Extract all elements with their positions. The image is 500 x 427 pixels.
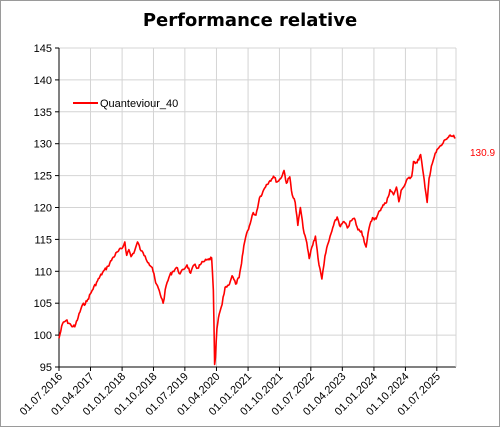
y-tick-label: 145 xyxy=(34,43,52,55)
end-value-label: 130.9 xyxy=(470,148,495,159)
y-tick-label: 100 xyxy=(34,330,52,342)
y-tick-label: 115 xyxy=(34,234,52,246)
y-tick-label: 135 xyxy=(34,107,52,119)
y-tick-label: 105 xyxy=(34,298,52,310)
x-tick-labels: 01.07.201601.04.201701.01.201801.10.2018… xyxy=(18,371,443,418)
y-tick-label: 130 xyxy=(34,139,52,151)
y-tick-labels: 95 100 105 110 115 120 125 130 135 140 145 xyxy=(34,43,52,374)
y-tick-label: 110 xyxy=(34,266,52,278)
y-tick-label: 125 xyxy=(34,171,52,183)
legend-label: Quanteviour_40 xyxy=(100,98,178,110)
axes xyxy=(58,48,457,368)
legend: Quanteviour_40 xyxy=(73,98,178,110)
y-tick-label: 140 xyxy=(34,75,52,87)
grid-lines xyxy=(55,47,456,371)
y-tick-label: 120 xyxy=(34,203,52,215)
y-tick-label: 95 xyxy=(40,362,52,374)
series-line xyxy=(58,134,456,366)
chart-title: Performance relative xyxy=(142,10,358,31)
series-group xyxy=(58,134,456,366)
